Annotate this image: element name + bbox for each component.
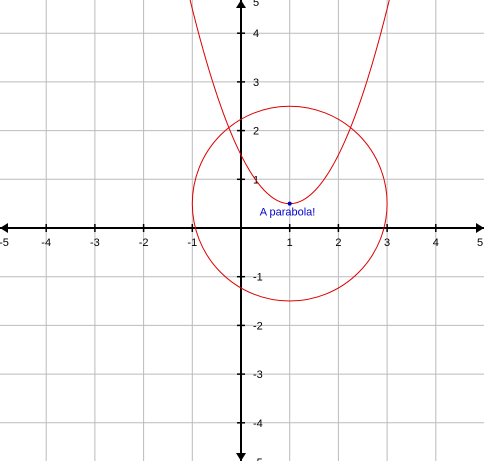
x-tick-label: 3 xyxy=(384,237,390,249)
x-tick-label: 4 xyxy=(433,237,439,249)
x-tick-label: -5 xyxy=(0,237,9,249)
x-tick-label: -4 xyxy=(41,237,51,249)
x-tick-label: -2 xyxy=(139,237,149,249)
y-tick-label: -3 xyxy=(253,369,263,381)
y-axis-arrow-top xyxy=(236,0,246,8)
y-tick-label: -1 xyxy=(253,272,263,284)
y-tick-label: 3 xyxy=(253,77,259,89)
x-tick-label: 1 xyxy=(287,237,293,249)
x-tick-label: 2 xyxy=(335,237,341,249)
y-axis-arrow-bottom xyxy=(236,453,246,461)
x-tick-label: -1 xyxy=(187,237,197,249)
x-tick-label: -3 xyxy=(90,237,100,249)
y-tick-label: 5 xyxy=(253,0,259,9)
y-tick-label: 2 xyxy=(253,126,259,138)
y-tick-label: -4 xyxy=(253,418,263,430)
annotation-label: A parabola! xyxy=(260,207,316,219)
y-tick-label: 4 xyxy=(253,28,259,40)
circle-curve xyxy=(191,105,388,302)
x-axis-arrow-right xyxy=(476,223,484,233)
x-tick-label: 5 xyxy=(477,237,483,249)
vertex-point xyxy=(287,201,292,206)
y-tick-label: -2 xyxy=(253,320,263,332)
y-tick-label: -5 xyxy=(253,457,263,461)
x-axis-arrow-left xyxy=(0,223,8,233)
